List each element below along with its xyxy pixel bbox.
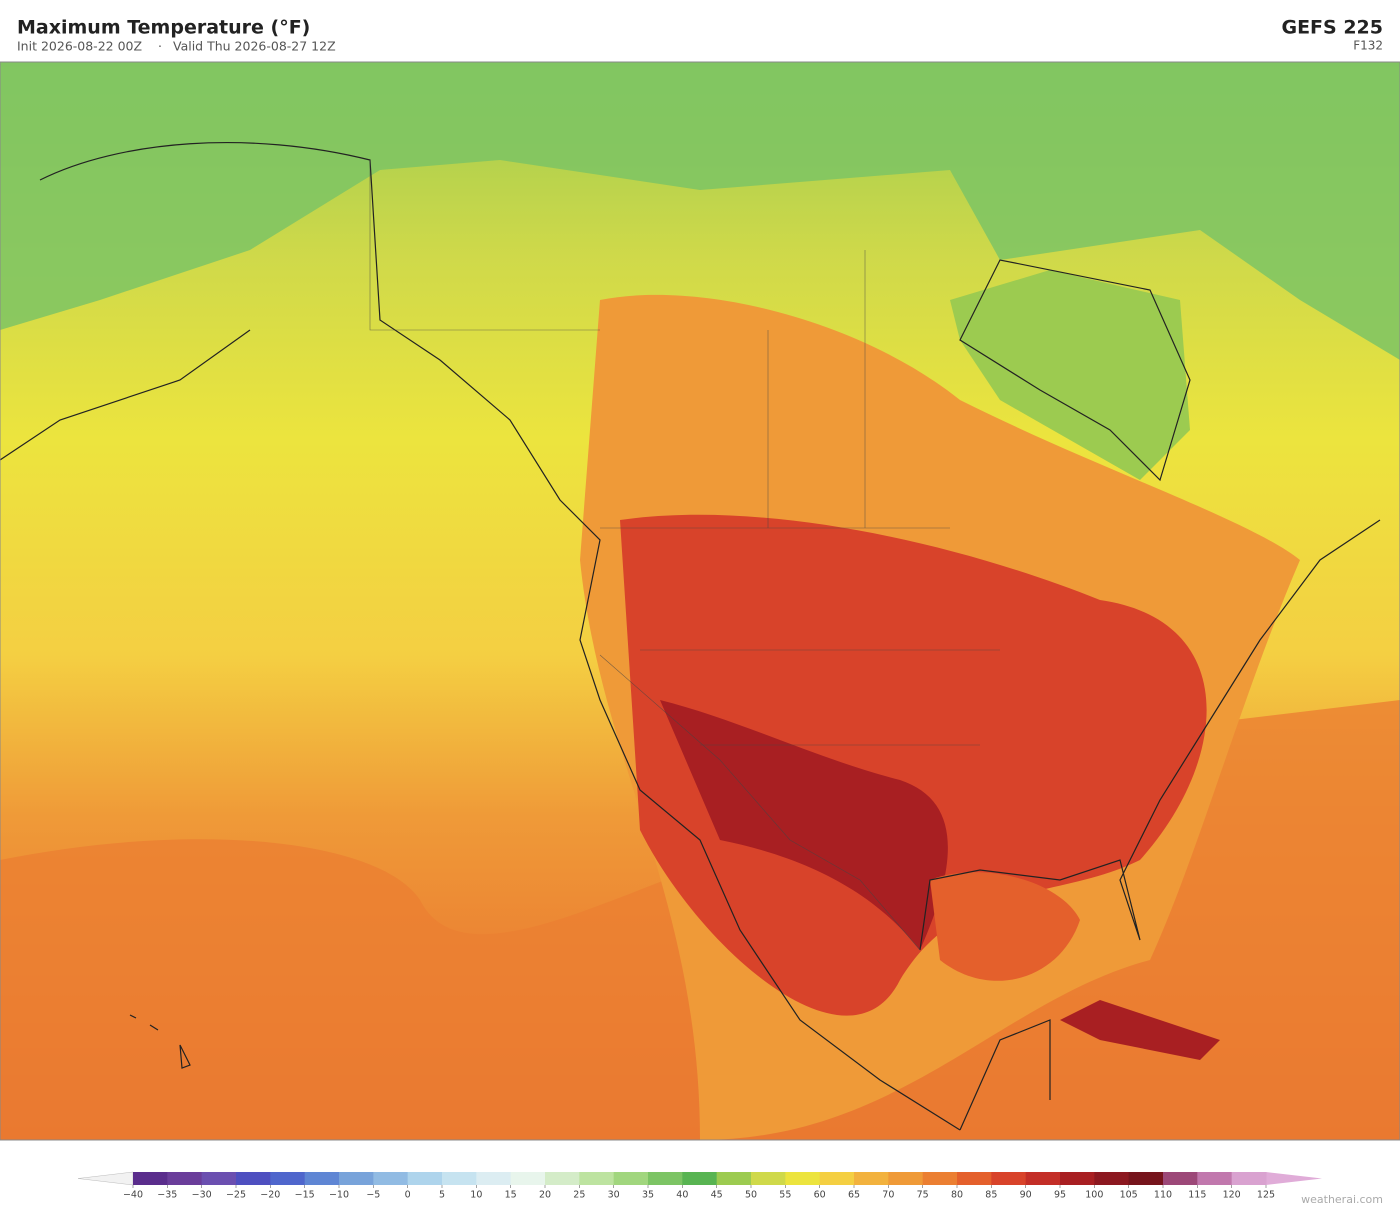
colorbar-segment <box>819 1172 855 1185</box>
colorbar-segment <box>304 1172 340 1185</box>
colorbar: −40 −35 −30 −25 −20 −15 −10 −5 0 5 10 15 20 25 30 35 40 4… <box>77 1171 1322 1201</box>
coastlines <box>0 142 1381 1131</box>
colorbar-segment <box>1163 1172 1198 1185</box>
colorbar-tick-label: −5 <box>366 1190 380 1201</box>
alaska-coast <box>0 329 251 461</box>
colorbar-segment <box>476 1172 512 1185</box>
colorbar-segment <box>579 1172 615 1185</box>
colorbar-tick-label: −15 <box>295 1190 315 1201</box>
colorbar-tick-label: 100 <box>1085 1190 1103 1201</box>
colorbar-tick-label: 125 <box>1257 1190 1275 1201</box>
model-name: GEFS 225 <box>1281 17 1383 39</box>
title: Maximum Temperature (°F) <box>17 17 310 39</box>
colorbar-tick-label: −20 <box>260 1190 280 1201</box>
colorbar-tick-label: 65 <box>848 1190 860 1201</box>
boundaries <box>369 160 1000 951</box>
colorbar-under <box>77 1171 134 1186</box>
hawaii <box>129 1014 191 1069</box>
colorbar-over <box>1266 1172 1322 1185</box>
colorbar-segment <box>167 1172 203 1185</box>
colorbar-segment <box>373 1172 409 1185</box>
colorbar-tick-label: 40 <box>676 1190 688 1201</box>
colorbar-tick-label: 0 <box>405 1190 411 1201</box>
west-coast <box>39 142 961 1131</box>
colorbar-tick-label: −35 <box>157 1190 177 1201</box>
map <box>0 62 1400 1140</box>
separator: · <box>158 39 162 54</box>
colorbar-segment <box>133 1172 168 1185</box>
cuba <box>1060 1000 1220 1060</box>
colorbar-tick-label: 110 <box>1154 1190 1172 1201</box>
colorbar-segment <box>545 1172 580 1185</box>
watermark: weatherai.com <box>1301 1193 1383 1206</box>
colorbar-segment <box>1197 1172 1233 1185</box>
colorbar-segment <box>751 1172 786 1185</box>
colorbar-tick-label: 15 <box>505 1190 517 1201</box>
colorbar-segment <box>442 1172 477 1185</box>
colorbar-segment <box>236 1172 271 1185</box>
init-time: Init 2026-08-22 00Z <box>17 39 142 54</box>
colorbar-tick-label: 60 <box>814 1190 826 1201</box>
colorbar-tick-label: 45 <box>711 1190 723 1201</box>
colorbar-segment <box>922 1172 958 1185</box>
colorbar-segment <box>785 1172 821 1185</box>
colorbar-tick-label: −30 <box>192 1190 212 1201</box>
colorbar-tick-label: −40 <box>123 1190 143 1201</box>
map-frame <box>0 61 1400 1141</box>
colorbar-segment <box>648 1172 683 1185</box>
cold-north <box>0 62 1400 360</box>
east-coast <box>919 519 1381 1131</box>
colorbar-tick-label: 80 <box>951 1190 963 1201</box>
colorbar-segment <box>407 1172 443 1185</box>
borders <box>369 160 1000 951</box>
hudson-coast <box>959 259 1191 482</box>
colorbar-tick-label: 95 <box>1054 1190 1066 1201</box>
colorbar-tick-label: 115 <box>1188 1190 1206 1201</box>
colorbar-tick-label: 120 <box>1223 1190 1241 1201</box>
colorbar-segment <box>1128 1172 1164 1185</box>
colorbar-segment <box>1231 1172 1267 1185</box>
colorbar-segment <box>270 1172 306 1185</box>
hudson-bay <box>950 270 1190 480</box>
colorbar-tick-label: 30 <box>608 1190 620 1201</box>
colorbar-segment <box>682 1172 718 1185</box>
colorbar-tick-label: 10 <box>470 1190 482 1201</box>
colorbar-segment <box>201 1172 237 1185</box>
colorbar-tick-label: 25 <box>573 1190 585 1201</box>
colorbar-segment <box>716 1172 752 1185</box>
colorbar-tick-label: 90 <box>1020 1190 1032 1201</box>
land-hot <box>620 514 1207 1016</box>
colorbar-segment <box>888 1172 924 1185</box>
colorbar-tick-label: 35 <box>642 1190 654 1201</box>
colorbar-segment <box>1094 1172 1130 1185</box>
land-very-hot <box>660 700 948 950</box>
colorbar-segment <box>339 1172 374 1185</box>
colorbar-segment <box>510 1172 546 1185</box>
colorbar-tick-label: 55 <box>779 1190 791 1201</box>
colorbar-segment <box>1060 1172 1095 1185</box>
colorbar-tick-label: 75 <box>917 1190 929 1201</box>
colorbar-tick-label: −25 <box>226 1190 246 1201</box>
colorbar-segment <box>1025 1172 1061 1185</box>
colorbar-tick-label: 105 <box>1120 1190 1138 1201</box>
colorbar-tick-label: 70 <box>882 1190 894 1201</box>
colorbar-tick-label: 85 <box>985 1190 997 1201</box>
valid-time: Valid Thu 2026-08-27 12Z <box>173 39 336 54</box>
colorbar-tick-label: 20 <box>539 1190 551 1201</box>
colorbar-segment <box>613 1172 649 1185</box>
gulf <box>930 872 1080 981</box>
colorbar-segment <box>957 1172 992 1185</box>
colorbar-tick-label: 50 <box>745 1190 757 1201</box>
forecast-hour: F132 <box>1353 39 1383 53</box>
colorbar-tick-label: 5 <box>439 1190 445 1201</box>
colorbar-segment <box>854 1172 889 1185</box>
colorbar-tick-label: −10 <box>329 1190 349 1201</box>
colorbar-segment <box>991 1172 1027 1185</box>
